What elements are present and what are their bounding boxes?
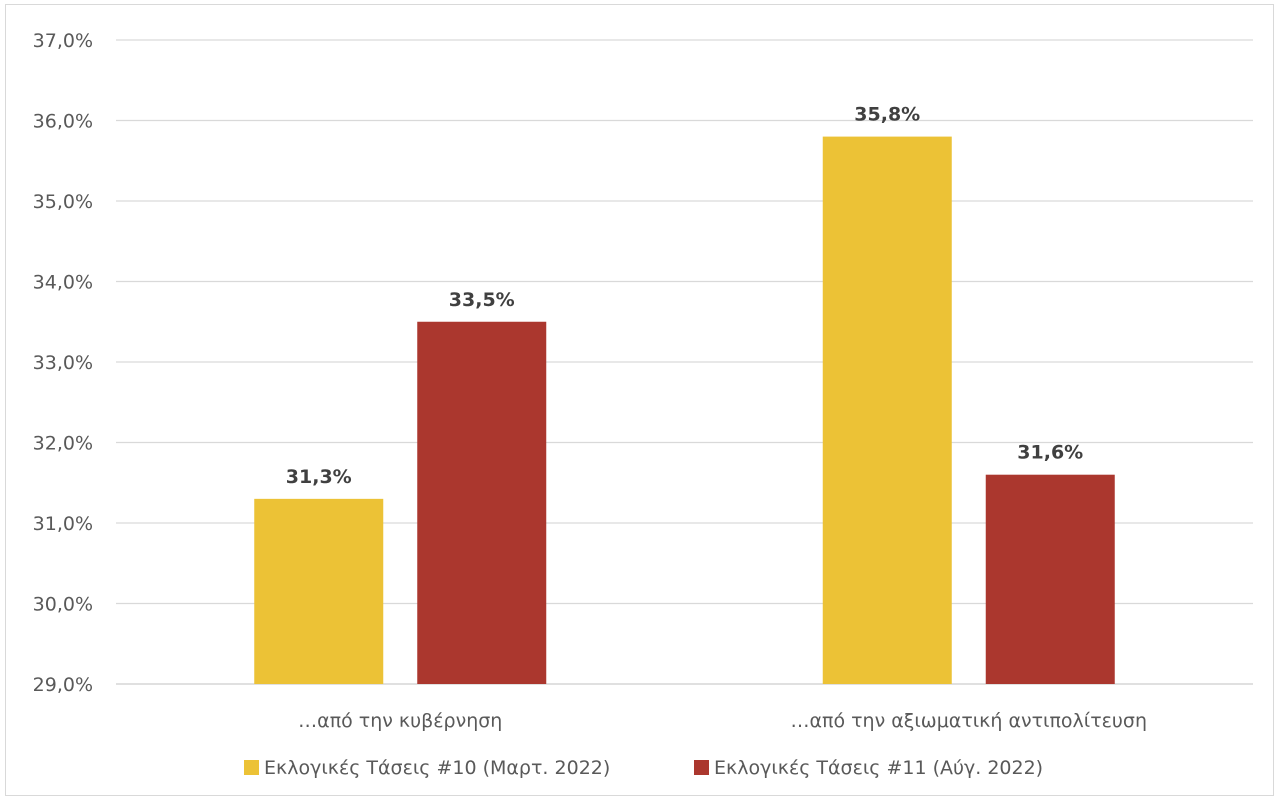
x-category-label: …από την κυβέρνηση — [298, 710, 502, 732]
bar-series-2-category-1 — [417, 321, 547, 684]
bar-series-2-category-2 — [985, 474, 1115, 684]
y-tick-label: 32,0% — [33, 433, 93, 455]
bars — [254, 136, 1115, 685]
legend-swatch — [244, 760, 259, 775]
y-tick-label: 37,0% — [33, 30, 93, 52]
y-tick-label: 33,0% — [33, 352, 93, 374]
legend-label: Εκλογικές Τάσεις #10 (Μαρτ. 2022) — [264, 757, 610, 779]
x-axis-categories: …από την κυβέρνηση …από την αξιωματική αν… — [298, 710, 1147, 732]
x-category-label: …από την αξιωματική αντιπολίτευση — [790, 710, 1147, 732]
data-label: 31,6% — [1017, 442, 1083, 464]
y-tick-label: 35,0% — [33, 191, 93, 213]
y-tick-label: 34,0% — [33, 272, 93, 294]
legend-swatch — [694, 760, 709, 775]
data-label: 31,3% — [286, 466, 352, 488]
bar-series-1-category-2 — [822, 136, 952, 685]
bar-series-1-category-1 — [254, 498, 384, 684]
data-labels: 31,3% 33,5% 35,8% 31,6% — [286, 104, 1083, 488]
legend: Εκλογικές Τάσεις #10 (Μαρτ. 2022) Εκλογικ… — [244, 757, 1043, 779]
data-label: 35,8% — [854, 104, 920, 126]
y-tick-label: 30,0% — [33, 594, 93, 616]
legend-label: Εκλογικές Τάσεις #11 (Αύγ. 2022) — [714, 757, 1043, 779]
data-label: 33,5% — [449, 289, 515, 311]
y-tick-label: 31,0% — [33, 513, 93, 535]
y-tick-label: 29,0% — [33, 674, 93, 696]
y-tick-label: 36,0% — [33, 111, 93, 133]
y-axis-ticks: 29,0% 30,0% 31,0% 32,0% 33,0% 34,0% 35,0% 36,0%… — [33, 30, 93, 696]
